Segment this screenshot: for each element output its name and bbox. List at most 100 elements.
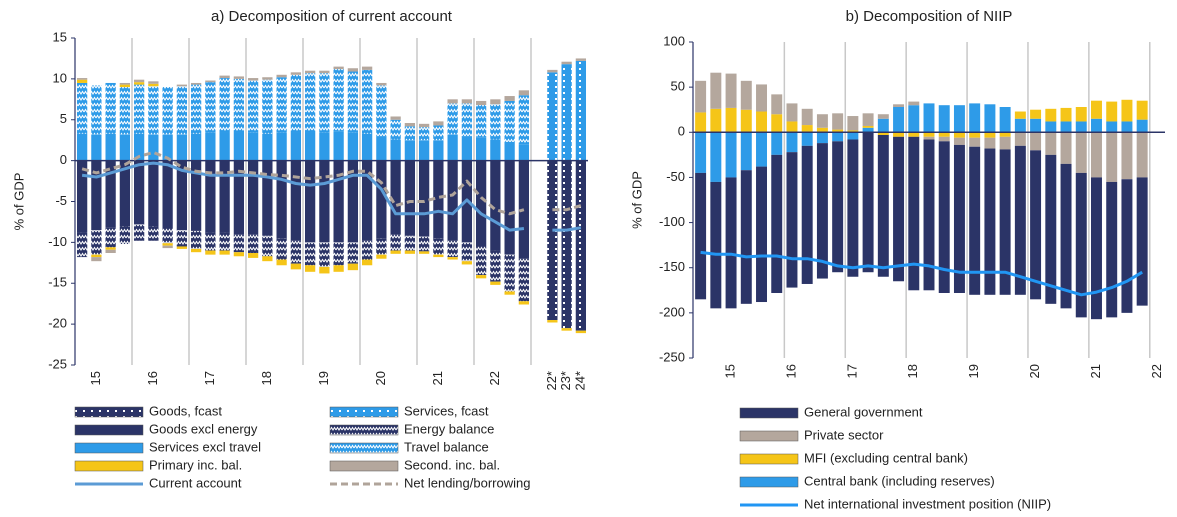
bar-segment [953, 137, 965, 145]
bar-segment [133, 133, 145, 161]
bar-segment [333, 69, 344, 132]
x-tick-label: 17 [844, 364, 859, 378]
legend-swatch [74, 442, 144, 454]
bar-segment [91, 160, 102, 231]
bar-segment [504, 254, 515, 292]
bar-segment [1030, 109, 1042, 119]
bar-segment [233, 252, 245, 257]
bar-segment [832, 129, 844, 133]
x-tick-label: 18 [259, 371, 274, 385]
bar-segment [953, 105, 965, 133]
bar-segment [190, 160, 202, 231]
bar-segment [418, 140, 430, 161]
bar-segment [547, 320, 558, 323]
bar-segment [710, 181, 722, 309]
bar-segment [319, 70, 330, 74]
chart-title: a) Decomposition of current account [211, 8, 453, 25]
bar-segment [1091, 132, 1102, 178]
bar-segment [740, 170, 752, 304]
y-tick-label: -100 [659, 214, 685, 229]
bar-segment [1060, 132, 1072, 164]
bar-segment [1060, 121, 1072, 133]
bar-segment [801, 145, 813, 284]
bar-segment [984, 148, 996, 295]
bar-segment [219, 78, 230, 133]
bar-segment [475, 137, 487, 161]
bar-segment [319, 266, 330, 274]
bar-segment [162, 134, 173, 161]
bar-segment [1121, 179, 1133, 313]
bar-segment [176, 84, 188, 87]
bar-segment [347, 132, 359, 161]
bar-segment [1121, 121, 1133, 133]
bar-segment [247, 234, 259, 254]
bar-segment [893, 136, 905, 282]
bar-segment [953, 132, 965, 138]
legend-swatch [329, 424, 399, 436]
bar-segment [695, 112, 707, 133]
bar-segment [276, 74, 287, 78]
bar-segment [923, 103, 935, 133]
bar-segment [725, 132, 737, 178]
x-tick-label: 15 [723, 364, 738, 378]
bar-segment [847, 132, 859, 140]
bar-segment [119, 134, 131, 161]
bar-segment [418, 123, 430, 128]
bar-segment [893, 104, 905, 108]
bar-segment [771, 154, 783, 293]
bar-segment [490, 99, 501, 105]
bar-segment [205, 232, 216, 251]
legend-label: Primary inc. bal. [149, 457, 242, 472]
bar-segment [233, 76, 245, 79]
bar-segment [461, 136, 473, 161]
bar-segment [205, 160, 216, 233]
bar-segment [969, 132, 981, 138]
bar-segment [710, 108, 722, 133]
bar-segment [262, 160, 273, 236]
x-tick-label: 19 [966, 364, 981, 378]
bar-segment [908, 136, 920, 291]
bar-segment [504, 141, 515, 161]
bar-segment [561, 61, 572, 65]
bar-segment [162, 243, 173, 246]
bar-segment [816, 132, 828, 144]
bar-segment [740, 109, 752, 133]
bar-segment [333, 242, 344, 266]
bar-segment [938, 132, 950, 137]
legend-swatch [74, 424, 144, 436]
bar-segment [433, 254, 444, 258]
bar-segment [262, 235, 273, 257]
bar-segment [984, 104, 996, 133]
bar-segment [190, 230, 202, 249]
bar-segment [1121, 132, 1133, 180]
bar-segment [91, 257, 102, 262]
bar-segment [205, 80, 216, 83]
bar-segment [504, 96, 515, 101]
bar-segment [162, 87, 173, 135]
bar-segment [347, 71, 359, 133]
bar-segment [561, 328, 572, 331]
legend-label: Private sector [804, 427, 884, 442]
bar-segment [433, 140, 444, 161]
bar-segment [518, 301, 530, 305]
bar-segment [938, 136, 950, 142]
bar-segment [304, 132, 316, 161]
bar-segment [105, 249, 116, 254]
bar-segment [162, 245, 173, 249]
legend-swatch [739, 476, 799, 488]
bar-segment [205, 82, 216, 133]
bar-segment [361, 259, 373, 266]
bar-segment [695, 80, 707, 113]
bar-segment [148, 81, 159, 84]
y-tick-label: -150 [659, 259, 685, 274]
bar-segment [76, 79, 88, 83]
bar-segment [190, 82, 202, 85]
bar-segment [518, 258, 530, 302]
bar-segment [176, 86, 188, 135]
bar-segment [276, 160, 287, 239]
bar-segment [404, 126, 416, 141]
bar-segment [862, 113, 874, 126]
legend-label: Services, fcast [404, 403, 489, 418]
bar-segment [119, 82, 131, 85]
bar-segment [390, 234, 401, 251]
